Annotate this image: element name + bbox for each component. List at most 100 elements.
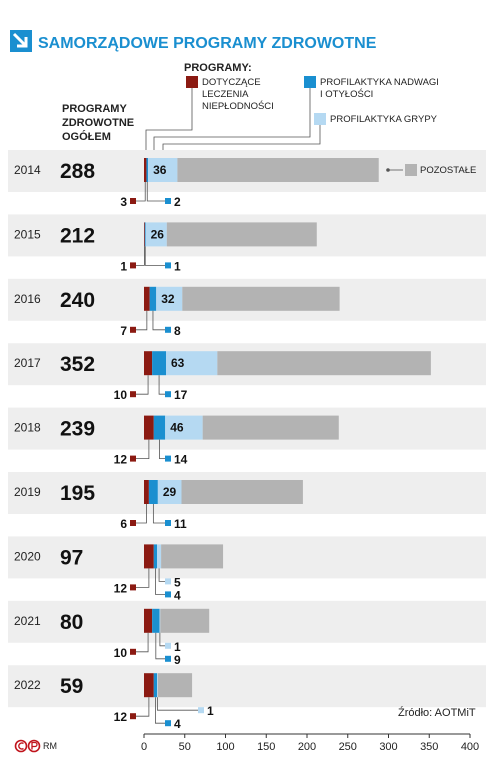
callout-value-obesity: 2 <box>174 195 181 209</box>
row-band <box>8 600 486 643</box>
bar-segment <box>148 158 178 182</box>
bar-segment <box>165 415 203 440</box>
total-label: 239 <box>60 418 95 441</box>
year-label: 2021 <box>14 614 41 628</box>
year-label: 2016 <box>14 292 41 306</box>
bar-segment <box>144 544 154 569</box>
row-band <box>8 536 486 579</box>
bar-segment <box>153 415 166 440</box>
legend-label-other: POZOSTAŁE <box>420 165 476 176</box>
callout-line-infertility <box>135 504 147 524</box>
callout-line-infertility <box>135 375 149 395</box>
total-header-line-1: PROGRAMY <box>62 103 127 115</box>
callout-value-infertility: 3 <box>120 195 127 209</box>
row-band <box>8 665 486 708</box>
legend-swatch-obesity <box>304 76 316 88</box>
callout-marker-obesity <box>165 326 171 333</box>
bar-segment <box>217 351 431 376</box>
callout-marker-infertility <box>130 262 136 269</box>
total-label: 352 <box>60 353 95 376</box>
year-label: 2018 <box>14 421 41 435</box>
callout-line-obesity <box>144 246 166 266</box>
x-tick-label: 300 <box>379 741 397 753</box>
bar-segment <box>144 351 153 376</box>
callout-marker-flu <box>165 642 171 649</box>
bar-segment <box>144 480 149 504</box>
bar-segment <box>144 222 146 247</box>
callout-marker-obesity <box>165 455 171 462</box>
callout-line-obesity <box>158 375 166 395</box>
callout-value-obesity: 1 <box>174 259 181 273</box>
callout-value-flu: 1 <box>174 640 181 654</box>
x-tick-label: 200 <box>298 741 316 753</box>
callout-line-flu <box>159 632 166 647</box>
year-label: 2022 <box>14 678 41 692</box>
callout-value-obesity: 4 <box>174 588 181 602</box>
bar-segment <box>144 222 145 247</box>
x-tick-label: 250 <box>339 741 357 753</box>
legend-dot-other <box>386 168 390 172</box>
x-tick-label: 400 <box>461 741 479 753</box>
bar-segment <box>144 673 154 698</box>
callout-value-infertility: 6 <box>120 517 127 531</box>
legend-swatch-infertility <box>186 76 198 88</box>
bar-value-label: 36 <box>153 163 167 177</box>
bar-segment <box>177 158 379 182</box>
total-label: 212 <box>60 224 95 247</box>
chart-row-2014: 2014 288 36 3 2 <box>14 158 379 209</box>
callout-marker-infertility <box>130 584 136 591</box>
legend-label-flu: PROFILAKTYKA GRYPY <box>330 114 438 125</box>
callout-line-infertility <box>135 246 145 266</box>
callout-marker-obesity <box>165 262 171 269</box>
chart-row-2015: 2015 212 26 1 1 <box>14 222 317 273</box>
bar-segment <box>202 415 339 440</box>
callout-line-obesity <box>159 439 166 459</box>
chart-row-2016: 2016 240 32 7 8 <box>14 286 340 338</box>
callout-value-obesity: 14 <box>174 453 188 467</box>
bar-segment <box>166 351 218 376</box>
legend-swatch-other <box>405 164 417 176</box>
chart-row-2017: 2017 352 63 10 17 <box>14 351 431 402</box>
chart-row-2020: 2020 97 12 45 <box>14 544 224 602</box>
bar-segment <box>153 673 158 698</box>
year-label: 2015 <box>14 227 41 241</box>
x-tick-label: 100 <box>216 741 234 753</box>
callout-value-infertility: 12 <box>114 710 128 724</box>
bar-segment <box>159 608 161 633</box>
callout-line-obesity <box>146 182 166 202</box>
callout-line-infertility <box>135 568 150 588</box>
callout-value-infertility: 12 <box>114 453 128 467</box>
callout-value-infertility: 7 <box>120 324 127 338</box>
callout-line-obesity <box>155 632 166 660</box>
callout-line-infertility <box>135 182 146 202</box>
callout-marker-infertility <box>130 520 136 526</box>
bar-segment <box>146 158 149 182</box>
bar-value-label: 63 <box>171 356 185 370</box>
bar-segment <box>148 480 158 504</box>
callout-value-obesity: 17 <box>174 388 188 402</box>
callout-line-obesity <box>152 504 166 524</box>
bar-segment <box>153 544 158 569</box>
bar-segment <box>166 222 317 247</box>
title-arrow-icon <box>10 30 32 52</box>
legend-swatch-flu <box>314 113 326 125</box>
callout-marker-flu <box>165 578 171 585</box>
callout-marker-infertility <box>130 455 136 462</box>
callout-value-obesity: 11 <box>174 517 187 531</box>
callout-line-obesity <box>155 697 166 724</box>
callout-line-obesity <box>152 310 166 331</box>
year-label: 2017 <box>14 356 41 370</box>
callout-value-infertility: 10 <box>114 646 128 660</box>
total-label: 288 <box>60 160 95 183</box>
bar-segment <box>149 286 157 311</box>
callout-marker-infertility <box>130 648 136 655</box>
x-tick-label: 0 <box>141 741 147 753</box>
callout-marker-obesity <box>165 720 171 727</box>
legend-label-obesity-1: PROFILAKTYKA NADWAGI <box>320 77 439 88</box>
callout-marker-obesity <box>165 391 171 398</box>
bar-segment <box>145 222 167 247</box>
legend-label-infertility-3: NIEPŁODNOŚCI <box>202 100 274 112</box>
bar-value-label: 32 <box>161 292 175 306</box>
bar-segment <box>157 480 182 504</box>
